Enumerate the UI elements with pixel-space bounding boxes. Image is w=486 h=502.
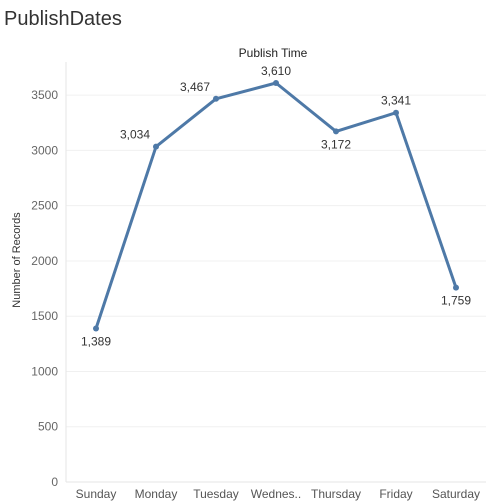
chart-title: Publish Time <box>238 46 308 60</box>
axes: 0 500 1000 1500 2000 2500 3000 3500 Number of Re… <box>11 62 486 501</box>
x-tick-label: Tuesday <box>193 487 239 501</box>
data-point[interactable] <box>93 325 99 332</box>
y-axis-title: Number of Records <box>11 212 23 308</box>
data-point[interactable] <box>453 284 459 291</box>
x-tick-label: Saturday <box>432 487 480 501</box>
data-label: 3,034 <box>120 128 150 142</box>
sheet-title: PublishDates <box>4 8 122 30</box>
data-point[interactable] <box>273 80 279 86</box>
y-tick-label: 500 <box>38 420 58 434</box>
data-label: 3,172 <box>321 137 351 151</box>
y-tick-label: 3000 <box>31 143 58 157</box>
y-tick-label: 1000 <box>31 364 58 378</box>
data-point[interactable] <box>153 143 159 150</box>
y-tick-label: 2000 <box>31 254 58 268</box>
y-tick-label: 3500 <box>31 88 58 102</box>
x-tick-label: Thursday <box>311 487 361 501</box>
y-tick-label: 1500 <box>31 309 58 323</box>
x-tick-label: Friday <box>379 487 412 501</box>
data-point[interactable] <box>333 128 339 135</box>
data-labels: 1,389 3,034 3,467 3,610 3,172 3,341 1,759 <box>81 64 471 348</box>
data-label: 3,610 <box>261 64 291 78</box>
data-label: 1,759 <box>441 294 471 308</box>
series-layer <box>93 80 459 332</box>
x-tick-label: Monday <box>135 487 178 501</box>
data-point[interactable] <box>393 109 399 116</box>
x-tick-label: Sunday <box>76 487 117 501</box>
data-label: 3,467 <box>180 80 210 94</box>
data-label: 3,341 <box>381 94 411 108</box>
data-point[interactable] <box>213 95 219 102</box>
y-tick-label: 0 <box>51 475 58 489</box>
gridlines <box>66 94 486 428</box>
y-tick-label: 2500 <box>31 199 58 213</box>
x-tick-label: Wednes.. <box>251 487 301 501</box>
data-label: 1,389 <box>81 334 111 348</box>
